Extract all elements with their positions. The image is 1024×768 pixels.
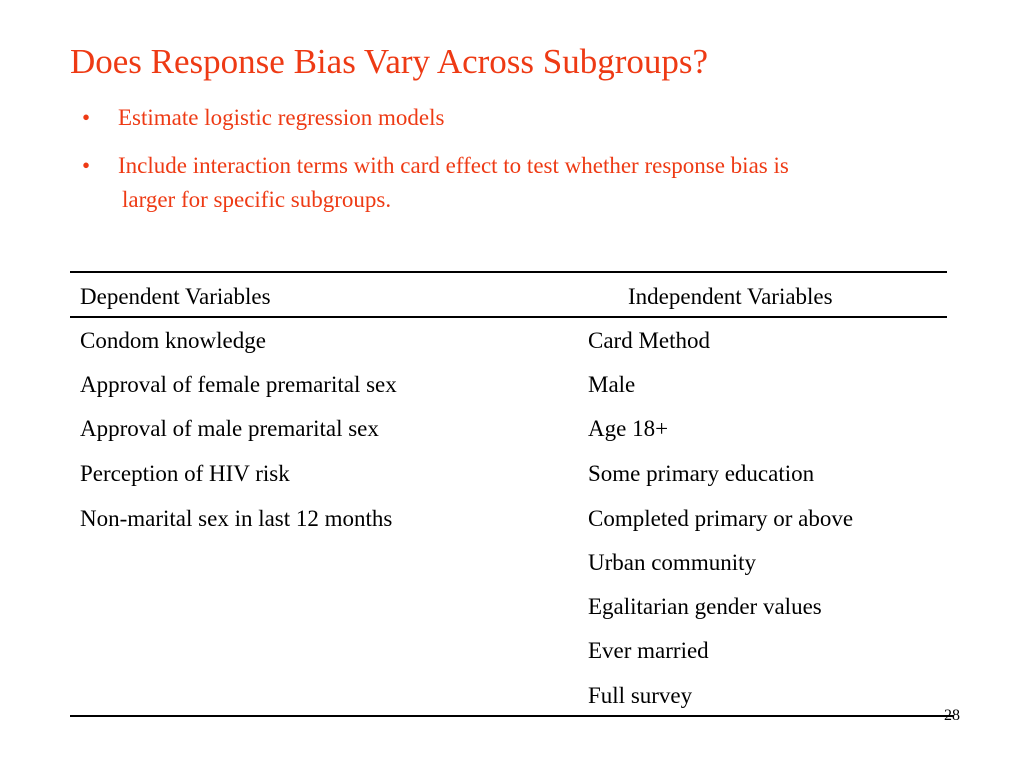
dependent-variable: Approval of male premarital sex <box>80 416 379 441</box>
dependent-variable: Perception of HIV risk <box>80 461 290 486</box>
independent-variable: Card Method <box>588 328 711 353</box>
bullet-text: Include interaction terms with card effe… <box>118 153 789 178</box>
table-header-rule <box>70 316 947 318</box>
table-header-independent: Independent Variables <box>628 284 833 309</box>
independent-variable: Full survey <box>588 683 693 708</box>
bullet-icon: • <box>82 105 91 130</box>
independent-variable: Urban community <box>588 550 756 575</box>
independent-variable: Ever married <box>588 638 709 663</box>
table-top-rule <box>70 271 947 273</box>
table-bottom-rule <box>70 715 954 717</box>
dependent-variable: Approval of female premarital sex <box>80 372 397 397</box>
independent-variable: Age 18+ <box>588 416 669 441</box>
dependent-variable: Non-marital sex in last 12 months <box>80 506 393 531</box>
table-header-dependent: Dependent Variables <box>80 284 271 309</box>
bullet-icon: • <box>82 153 91 178</box>
bullet-text: Estimate logistic regression models <box>118 105 445 130</box>
bullet-text-continuation: larger for specific subgroups. <box>122 187 392 212</box>
independent-variable: Completed primary or above <box>588 506 854 531</box>
page-number: 28 <box>944 707 960 724</box>
independent-variable: Male <box>588 372 636 397</box>
independent-variable: Some primary education <box>588 461 815 486</box>
slide-title: Does Response Bias Vary Across Subgroups… <box>70 42 709 81</box>
independent-variable: Egalitarian gender values <box>588 594 822 619</box>
dependent-variable: Condom knowledge <box>80 328 266 353</box>
